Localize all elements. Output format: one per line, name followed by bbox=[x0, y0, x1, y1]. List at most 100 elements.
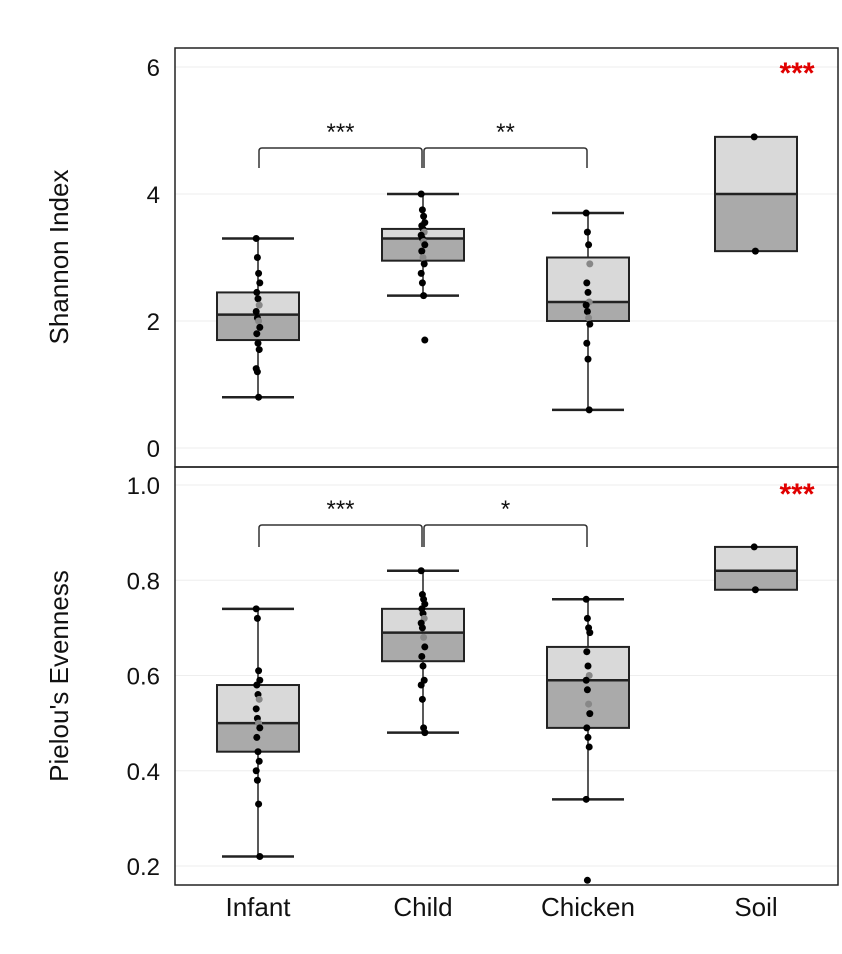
data-point bbox=[421, 729, 429, 737]
data-point bbox=[585, 743, 593, 751]
data-point bbox=[586, 320, 594, 328]
x-tick-label: Infant bbox=[225, 892, 291, 922]
data-point bbox=[582, 595, 590, 603]
data-point bbox=[254, 339, 262, 347]
box-soil bbox=[714, 545, 798, 591]
data-point bbox=[419, 254, 427, 261]
significance-bracket bbox=[423, 147, 588, 168]
data-point bbox=[418, 695, 426, 703]
data-point bbox=[417, 269, 425, 277]
data-point bbox=[583, 614, 591, 622]
y-axis-label: Shannon Index bbox=[44, 170, 74, 345]
box-infant bbox=[216, 607, 300, 858]
data-point bbox=[255, 317, 263, 325]
box-upper-half bbox=[715, 136, 797, 194]
data-point bbox=[254, 748, 262, 756]
data-point bbox=[252, 234, 260, 242]
data-point bbox=[584, 288, 592, 296]
significance-bracket bbox=[258, 524, 423, 547]
data-point bbox=[583, 724, 591, 732]
data-point bbox=[255, 757, 263, 765]
box-upper-half bbox=[715, 546, 797, 571]
data-point bbox=[252, 307, 260, 315]
data-point bbox=[583, 648, 591, 656]
data-point bbox=[584, 662, 592, 670]
data-point bbox=[583, 228, 591, 236]
significance-label: ** bbox=[496, 119, 515, 146]
data-point bbox=[256, 323, 264, 331]
corner-significance-label: *** bbox=[779, 57, 814, 90]
significance-label: * bbox=[501, 496, 510, 523]
data-point bbox=[582, 795, 590, 803]
data-point bbox=[255, 301, 263, 309]
data-point bbox=[584, 355, 592, 363]
data-point bbox=[586, 710, 594, 718]
significance-label: *** bbox=[326, 496, 354, 523]
data-point bbox=[421, 241, 429, 249]
data-point bbox=[252, 705, 260, 713]
y-axis-label: Pielou's Evenness bbox=[44, 570, 74, 782]
data-point bbox=[256, 852, 264, 860]
box-soil bbox=[714, 135, 798, 253]
data-point bbox=[421, 643, 429, 651]
data-point bbox=[417, 190, 425, 198]
y-tick-label: 0.2 bbox=[127, 854, 160, 881]
data-point bbox=[584, 733, 592, 741]
x-tick-label: Chicken bbox=[541, 892, 635, 922]
data-point bbox=[252, 767, 260, 775]
data-point bbox=[418, 247, 426, 255]
data-point bbox=[253, 254, 261, 261]
data-point bbox=[255, 667, 263, 675]
data-point bbox=[583, 339, 591, 347]
y-tick-label: 1.0 bbox=[127, 473, 160, 500]
data-point bbox=[418, 652, 426, 660]
data-point bbox=[751, 247, 759, 255]
data-point bbox=[419, 662, 427, 670]
data-point bbox=[255, 800, 263, 808]
x-tick-label: Soil bbox=[734, 892, 777, 922]
panel-frame bbox=[174, 47, 839, 468]
data-point bbox=[751, 586, 759, 594]
data-point bbox=[586, 629, 594, 637]
data-point bbox=[583, 279, 591, 287]
data-point bbox=[255, 269, 263, 277]
data-point bbox=[418, 279, 426, 287]
data-point bbox=[417, 567, 425, 575]
y-tick-label: 2 bbox=[147, 309, 160, 336]
significance-label: *** bbox=[326, 119, 354, 146]
data-point bbox=[255, 346, 263, 354]
data-point bbox=[420, 633, 428, 641]
data-point bbox=[255, 695, 263, 703]
data-point bbox=[585, 700, 593, 708]
data-point bbox=[418, 624, 426, 632]
data-point bbox=[585, 406, 593, 414]
data-point bbox=[255, 393, 263, 401]
data-point bbox=[582, 676, 590, 684]
y-tick-label: 0.8 bbox=[127, 568, 160, 595]
data-point bbox=[253, 368, 261, 376]
data-point bbox=[582, 301, 590, 309]
data-point bbox=[420, 260, 428, 268]
x-axis: Infant Child Chicken Soil bbox=[225, 892, 777, 922]
data-point bbox=[253, 614, 261, 622]
data-point bbox=[253, 776, 261, 784]
panel-frame bbox=[174, 466, 839, 886]
y-tick-label: 0 bbox=[147, 436, 160, 463]
x-tick-label: Child bbox=[393, 892, 452, 922]
data-point bbox=[586, 260, 594, 268]
y-tick-label: 0.4 bbox=[127, 759, 160, 786]
data-point bbox=[585, 241, 593, 249]
data-point bbox=[254, 295, 262, 303]
y-tick-label: 6 bbox=[147, 55, 160, 82]
data-point bbox=[256, 724, 264, 732]
data-point bbox=[750, 133, 758, 141]
data-point bbox=[252, 605, 260, 613]
y-tick-label: 0.6 bbox=[127, 664, 160, 691]
data-point bbox=[253, 330, 261, 338]
data-point bbox=[583, 307, 591, 315]
data-point bbox=[420, 292, 428, 300]
data-point bbox=[256, 279, 264, 287]
